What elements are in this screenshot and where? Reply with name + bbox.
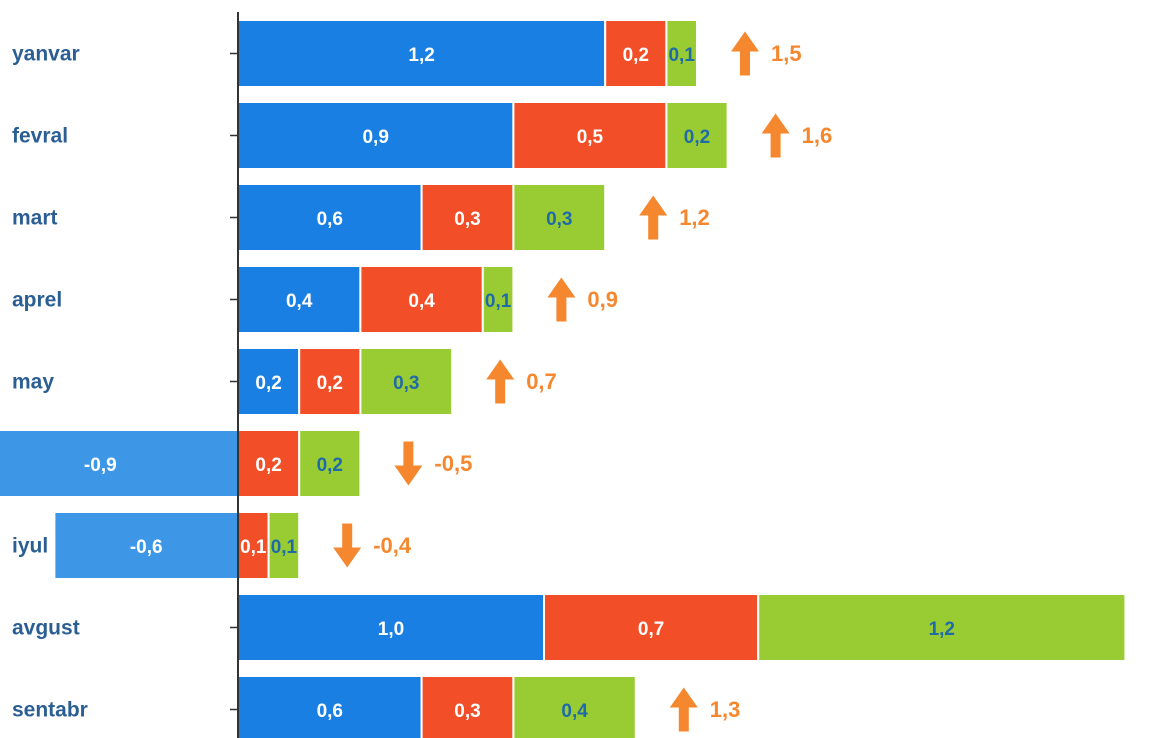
- bar-segment: [512, 183, 607, 252]
- bar-segment: [512, 675, 637, 738]
- arrow-up-icon: [547, 277, 576, 322]
- bar-segment: [757, 593, 1127, 662]
- segment-value-label: 0,9: [362, 127, 388, 148]
- segment-value-label: 0,6: [317, 209, 343, 230]
- arrow-up-icon: [639, 195, 668, 240]
- segment-value-label: 0,4: [561, 701, 588, 722]
- bar-segment: [237, 593, 545, 662]
- segment-value-label: 0,2: [255, 373, 281, 394]
- bar-segment: [543, 593, 760, 662]
- category-label-may: may: [12, 371, 54, 394]
- segment-value-label: 0,3: [393, 373, 419, 394]
- segment-value-label: 0,2: [684, 127, 710, 148]
- segment-value-label: 0,1: [271, 537, 298, 558]
- total-label: 1,5: [771, 41, 802, 66]
- bar-segment: [420, 183, 515, 252]
- category-label-aprel: aprel: [12, 289, 62, 312]
- bar-segment: [604, 19, 668, 88]
- segment-value-label: 0,2: [623, 45, 649, 66]
- total-label: 0,7: [526, 369, 557, 394]
- bar-segment: [298, 429, 362, 498]
- segment-value-label: 0,3: [546, 209, 572, 230]
- category-label-mart: mart: [12, 207, 58, 230]
- segment-value-label: 0,3: [454, 701, 480, 722]
- segment-value-label: -0,9: [84, 455, 117, 476]
- segment-value-label: 0,3: [454, 209, 480, 230]
- arrow-down-icon: [333, 523, 362, 568]
- total-label: -0,4: [373, 533, 412, 558]
- segment-value-label: 0,4: [408, 291, 435, 312]
- bar-segment: [481, 265, 515, 334]
- total-label: 1,6: [802, 123, 833, 148]
- bar-segment: [53, 511, 240, 580]
- arrow-up-icon: [731, 31, 759, 76]
- category-label-iyul: iyul: [12, 535, 48, 558]
- category-label-avgust: avgust: [12, 617, 80, 640]
- segment-value-label: 1,2: [408, 45, 434, 66]
- bar-segment: [0, 429, 239, 498]
- category-label-yanvar: yanvar: [12, 43, 80, 66]
- bar-segment: [359, 265, 484, 334]
- segment-value-label: 0,1: [240, 537, 267, 558]
- arrow-up-icon: [761, 113, 790, 158]
- segment-value-label: 0,1: [668, 45, 695, 66]
- segment-value-label: 0,5: [577, 127, 604, 148]
- category-label-fevral: fevral: [12, 125, 68, 148]
- segment-value-label: 0,2: [317, 373, 343, 394]
- total-label: -0,5: [434, 451, 472, 476]
- category-label-sentabr: sentabr: [12, 699, 88, 722]
- arrow-up-icon: [669, 687, 698, 732]
- total-label: 1,3: [710, 697, 741, 722]
- arrow-up-icon: [486, 359, 515, 404]
- total-label: 0,9: [587, 287, 618, 312]
- segment-value-label: 1,2: [929, 619, 955, 640]
- segment-value-label: 0,2: [255, 455, 281, 476]
- segment-value-label: 1,0: [378, 619, 404, 640]
- bar-segment: [665, 19, 699, 88]
- segment-value-label: 0,6: [317, 701, 343, 722]
- segment-value-label: 0,7: [638, 619, 664, 640]
- total-label: 1,2: [679, 205, 710, 230]
- bar-segment: [665, 101, 729, 170]
- bar-segment: [420, 675, 515, 738]
- segment-value-label: -0,6: [130, 537, 163, 558]
- segment-value-label: 0,2: [317, 455, 343, 476]
- segment-value-label: 0,4: [286, 291, 313, 312]
- arrow-down-icon: [394, 441, 423, 486]
- bar-segment: [267, 511, 301, 580]
- segment-value-label: 0,1: [485, 291, 512, 312]
- bar-segment: [237, 429, 301, 498]
- bar-segment: [237, 265, 362, 334]
- bar-segment: [359, 347, 454, 416]
